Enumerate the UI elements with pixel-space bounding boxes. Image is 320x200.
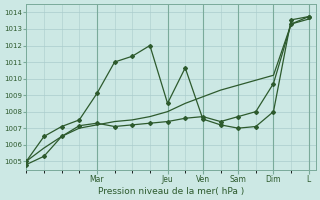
X-axis label: Pression niveau de la mer( hPa ): Pression niveau de la mer( hPa ) — [98, 187, 244, 196]
